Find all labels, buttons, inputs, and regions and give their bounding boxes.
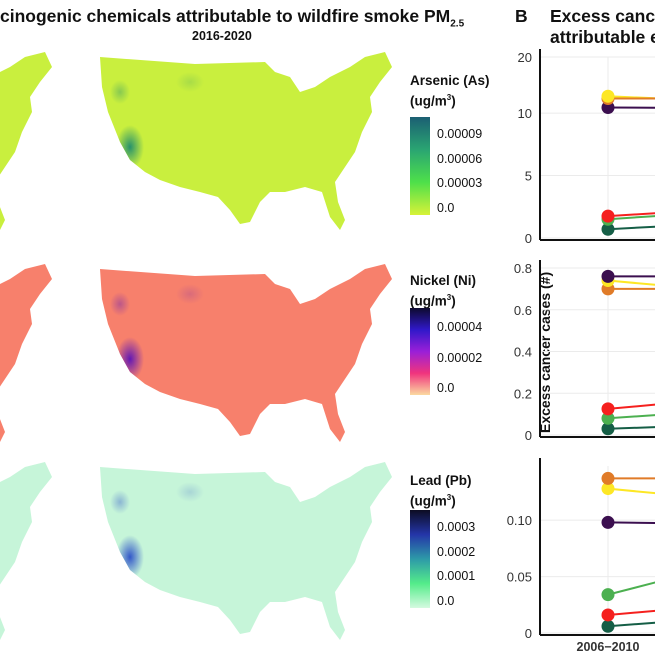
series-line [607,414,655,420]
map-main-2 [100,462,392,640]
y-tick-label: 0 [525,231,532,246]
y-tick-label: 0.2 [514,386,532,401]
data-point [601,515,615,529]
colorbar-tick-label: 0.00003 [437,176,483,191]
series-line [607,621,655,628]
series-line [607,426,655,430]
data-point [601,222,615,236]
data-point [601,89,615,103]
series-line [607,487,655,495]
hotspot [116,125,144,169]
figure-title: cinogenic chemicals attributable to wild… [0,6,465,30]
y-tick-label: 0.4 [514,345,532,360]
colorbar [410,510,430,608]
y-tick-label: 0.8 [514,261,532,276]
y-tick-label: 10 [518,106,532,121]
colorbar-tick-label: 0.00002 [437,350,483,365]
y-tick-label: 0 [525,428,532,443]
series-line [607,215,655,221]
colorbar-tick-label: 0.00004 [437,320,483,335]
line-chart-0: 0 5 10 20 [518,49,655,246]
map-main-1 [100,264,392,442]
colorbar-tick-label: 0.00006 [437,151,483,166]
colorbar-tick-label: 0.00009 [437,126,483,141]
y-tick-label: 20 [518,50,532,65]
series-line [607,521,655,524]
colorbar-title: Nickel (Ni) (ug/m3) [410,273,477,309]
colorbar-tick-label: 0.0 [437,381,455,395]
panel-b-label: B [515,6,528,26]
period-label: 2016-2020 [192,29,252,43]
series-line [607,581,655,596]
series-line [607,279,655,286]
data-point [601,402,615,416]
colorbar-title: Lead (Pb) (ug/m3) [410,473,472,509]
data-point [601,100,615,114]
series-line [607,212,655,218]
colorbar-title: Arsenic (As) (ug/m3) [410,73,490,109]
data-point [601,608,615,622]
colorbar [410,308,430,395]
series-line [607,403,655,410]
map-partial-2 [0,462,52,640]
colorbar-tick-label: 0.0003 [437,519,476,534]
x-tick-label: 2006−2010 [577,640,640,654]
y-tick-label: 0.6 [514,303,532,318]
colorbar-tick-label: 0.0002 [437,544,476,559]
series-line [607,225,655,231]
y-tick-label: 0.05 [507,570,532,585]
y-tick-label: 0.10 [507,513,532,528]
colorbar-tick-label: 0.0 [437,594,455,608]
hotspot [116,535,144,579]
panel-b-title: Excess cance attributable e [550,6,655,47]
hotspot [116,337,144,381]
series-line [607,106,655,109]
line-chart-2: 0 0.05 0.10 2006−2010 [507,458,655,654]
data-point [601,422,615,436]
colorbar-tick-label: 0.0001 [437,569,476,584]
colorbar-tick-label: 0.0 [437,201,455,215]
data-point [601,588,615,602]
data-point [601,471,615,485]
map-main-0 [100,52,392,230]
map-partial-0 [0,52,52,230]
y-tick-label: 5 [525,169,532,184]
line-chart-1: 0 0.2 0.4 0.6 0.8 [514,260,655,443]
colorbar [410,117,430,215]
map-partial-1 [0,264,52,442]
series-line [607,609,655,616]
data-point [601,411,615,425]
y-tick-label: 0 [525,626,532,641]
data-point [601,209,615,223]
data-point [601,269,615,283]
data-point [601,619,615,633]
data-point [601,482,615,496]
